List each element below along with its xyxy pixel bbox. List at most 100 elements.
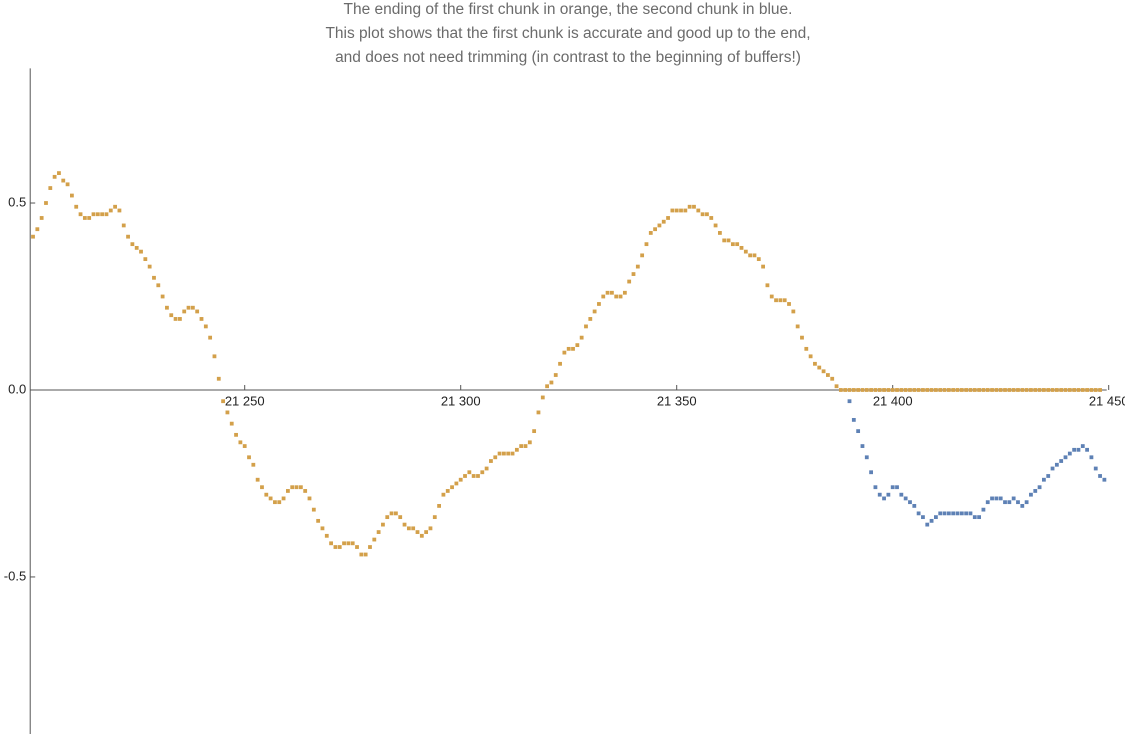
point	[1029, 492, 1033, 497]
point	[981, 388, 986, 392]
point	[722, 238, 727, 243]
point	[895, 388, 899, 392]
point	[190, 305, 195, 310]
point	[359, 552, 364, 557]
point	[864, 388, 869, 392]
point	[61, 178, 66, 183]
point	[1007, 388, 1012, 392]
point	[1085, 388, 1089, 392]
point	[333, 545, 338, 549]
point	[601, 294, 606, 299]
point	[791, 309, 796, 314]
point	[990, 388, 994, 392]
point	[260, 485, 264, 490]
point	[873, 485, 878, 490]
point	[31, 234, 35, 239]
x-tick-label: 21 300	[441, 393, 481, 408]
point	[376, 530, 381, 534]
point	[178, 317, 182, 321]
point	[329, 541, 333, 546]
point	[242, 444, 247, 448]
point	[152, 275, 156, 280]
point	[428, 526, 433, 531]
point	[562, 350, 567, 355]
point	[864, 455, 869, 460]
point	[134, 245, 139, 250]
point	[869, 470, 873, 475]
point	[938, 388, 943, 392]
point	[216, 376, 221, 381]
point	[847, 388, 852, 392]
point	[303, 489, 308, 493]
point	[1050, 388, 1055, 392]
point	[1093, 466, 1098, 471]
point	[221, 399, 225, 404]
point	[1037, 485, 1042, 490]
point	[640, 253, 645, 258]
point	[635, 264, 640, 269]
point	[735, 242, 740, 247]
point	[350, 541, 355, 546]
point	[1024, 500, 1029, 505]
point	[502, 451, 506, 456]
point	[398, 515, 403, 520]
point	[104, 212, 109, 217]
point	[921, 515, 925, 520]
point	[972, 388, 977, 392]
point	[471, 474, 476, 478]
point	[234, 432, 238, 437]
point	[389, 511, 394, 516]
x-tick-label: 21 250	[225, 393, 265, 408]
point	[100, 212, 105, 217]
point	[808, 354, 813, 359]
point	[1089, 455, 1094, 460]
point	[273, 500, 277, 505]
point	[368, 545, 372, 549]
point	[1063, 455, 1068, 460]
point	[985, 500, 990, 505]
point	[44, 201, 48, 205]
point	[1085, 447, 1089, 452]
point	[959, 511, 964, 516]
point	[916, 511, 921, 516]
point	[484, 466, 489, 471]
point	[419, 533, 424, 538]
point	[705, 212, 709, 217]
point	[316, 518, 321, 523]
point	[1080, 388, 1085, 392]
point	[998, 388, 1003, 392]
point	[778, 298, 783, 303]
point	[463, 474, 467, 478]
point	[70, 193, 74, 198]
point	[752, 253, 757, 258]
point	[925, 522, 930, 527]
point	[925, 388, 930, 392]
point	[1067, 388, 1072, 392]
point	[454, 481, 459, 486]
point	[1007, 500, 1012, 505]
point	[78, 212, 83, 217]
point	[1042, 477, 1046, 482]
point	[877, 388, 882, 392]
point	[87, 216, 92, 220]
point	[424, 530, 429, 534]
point	[769, 294, 774, 299]
point	[938, 511, 943, 516]
point	[298, 485, 303, 490]
point	[432, 515, 437, 520]
point	[290, 485, 295, 490]
point	[1003, 388, 1007, 392]
point	[610, 290, 614, 295]
point	[48, 186, 53, 190]
point	[82, 216, 87, 220]
point	[186, 305, 191, 310]
point	[700, 212, 705, 217]
point	[229, 421, 234, 426]
point	[834, 384, 839, 389]
point	[247, 455, 251, 460]
point	[882, 388, 886, 392]
chart-title: This plot shows that the first chunk is …	[325, 25, 810, 42]
point	[489, 459, 493, 463]
point	[117, 208, 122, 213]
